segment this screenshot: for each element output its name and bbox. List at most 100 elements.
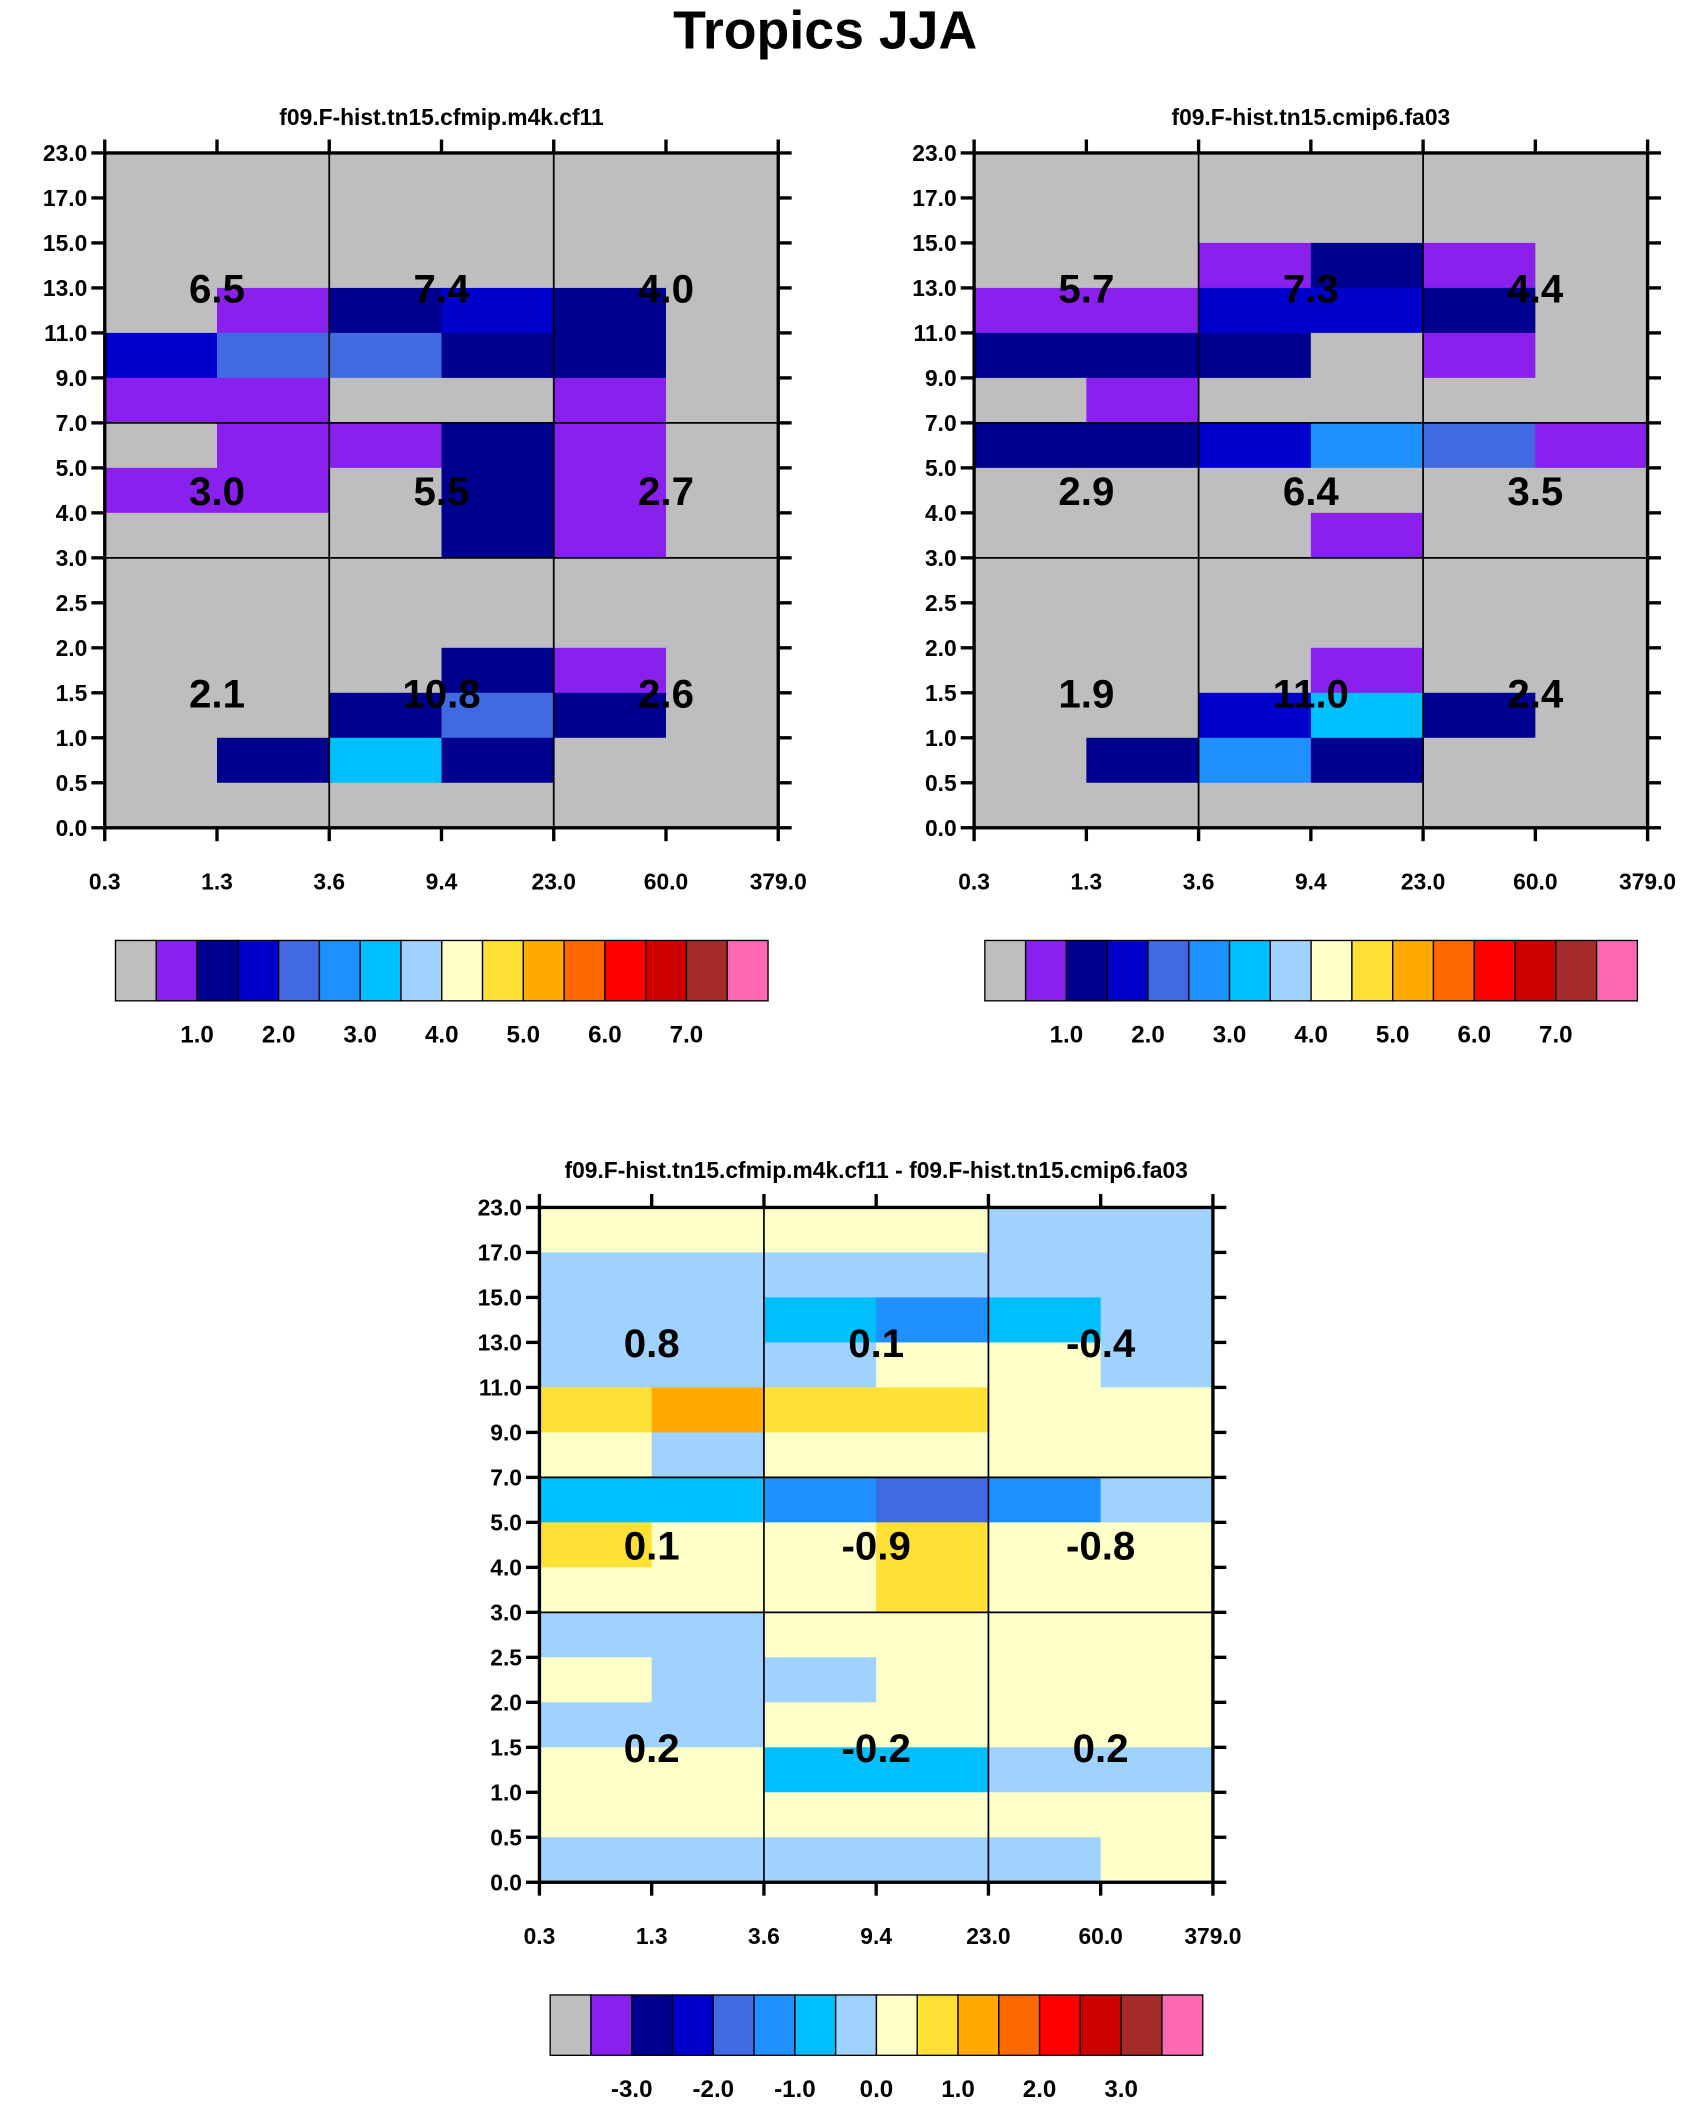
heatmap-cell bbox=[216, 377, 331, 424]
heatmap-cell bbox=[1535, 557, 1649, 604]
heatmap-cell bbox=[974, 602, 1088, 649]
heatmap-cell bbox=[974, 197, 1088, 244]
colorbar-label: 3.0 bbox=[343, 1021, 377, 1048]
heatmap-cell bbox=[876, 1792, 990, 1839]
heatmap-cell bbox=[1423, 737, 1537, 784]
heatmap-cell bbox=[104, 647, 218, 694]
colorbar-box bbox=[685, 939, 728, 1002]
heatmap-cell bbox=[553, 602, 667, 649]
heatmap-cell bbox=[763, 1612, 877, 1659]
heatmap-cell bbox=[1423, 647, 1537, 694]
x-tick-label: 9.4 bbox=[860, 1923, 892, 1949]
heatmap-cell bbox=[216, 692, 331, 739]
heatmap-cell bbox=[329, 152, 443, 199]
colorbar-box bbox=[834, 1994, 878, 2057]
group-value-label: 4.4 bbox=[1507, 267, 1564, 312]
heatmap-cell bbox=[763, 1657, 877, 1704]
heatmap-cell bbox=[1535, 467, 1649, 514]
heatmap-cell bbox=[988, 1567, 1102, 1614]
heatmap-cell bbox=[1423, 197, 1537, 244]
heatmap-cell bbox=[1100, 1432, 1214, 1479]
heatmap-cell bbox=[876, 1612, 990, 1659]
heatmap-cell bbox=[988, 1792, 1102, 1839]
colorbar-label: -2.0 bbox=[693, 2076, 735, 2103]
y-tick-label: 5.0 bbox=[56, 455, 88, 481]
heatmap-cell bbox=[1310, 737, 1424, 784]
group-value-label: 2.6 bbox=[638, 672, 694, 717]
colorbar-label: 5.0 bbox=[507, 1021, 541, 1048]
heatmap-cell bbox=[1100, 1342, 1214, 1389]
heatmap-cell bbox=[1198, 512, 1312, 559]
heatmap-cell bbox=[1535, 332, 1649, 379]
heatmap-cell bbox=[441, 152, 555, 199]
heatmap-cell bbox=[104, 287, 218, 334]
heatmap-cell bbox=[1100, 1792, 1214, 1839]
heatmap-cell bbox=[1100, 1387, 1214, 1434]
colorbar-box bbox=[984, 939, 1027, 1002]
group-value-label: -0.8 bbox=[1066, 1524, 1135, 1569]
heatmap-cell bbox=[876, 1477, 990, 1524]
heatmap-cell bbox=[553, 782, 667, 829]
x-tick-label: 1.3 bbox=[636, 1923, 668, 1949]
y-tick-label: 17.0 bbox=[912, 185, 956, 211]
y-tick-label: 17.0 bbox=[43, 185, 87, 211]
heatmap-cell bbox=[665, 512, 780, 559]
heatmap-cell bbox=[539, 1522, 653, 1569]
heatmap-cell bbox=[1535, 782, 1649, 829]
heatmap-cell bbox=[104, 422, 218, 469]
heatmap-cell bbox=[104, 242, 218, 289]
heatmap-cell bbox=[974, 692, 1088, 739]
heatmap-cell bbox=[974, 467, 1088, 514]
colorbar-label: 7.0 bbox=[1539, 1021, 1573, 1048]
colorbar-box bbox=[114, 939, 157, 1002]
heatmap-cell bbox=[1310, 467, 1424, 514]
colorbar-box bbox=[1147, 939, 1190, 1002]
heatmap-cell bbox=[329, 602, 443, 649]
y-tick-label: 13.0 bbox=[43, 275, 87, 301]
colorbar-label: 1.0 bbox=[180, 1021, 214, 1048]
x-tick-label: 379.0 bbox=[1619, 868, 1676, 894]
colorbar-box bbox=[359, 939, 402, 1002]
colorbar-box bbox=[1432, 939, 1475, 1002]
x-tick-label: 3.6 bbox=[748, 1923, 780, 1949]
heatmap-cell bbox=[539, 1657, 653, 1704]
heatmap-cell bbox=[1310, 782, 1424, 829]
y-tick-label: 0.0 bbox=[490, 1869, 522, 1895]
y-tick-label: 2.0 bbox=[56, 635, 88, 661]
colorbar-label: 4.0 bbox=[1294, 1021, 1328, 1048]
heatmap-cell bbox=[665, 377, 780, 424]
colorbar-label: 2.0 bbox=[1131, 1021, 1165, 1048]
colorbar-label: 7.0 bbox=[670, 1021, 704, 1048]
heatmap-cell bbox=[1100, 1252, 1214, 1299]
colorbar-box bbox=[1269, 939, 1312, 1002]
colorbar-box bbox=[1161, 1994, 1204, 2057]
y-tick-label: 11.0 bbox=[479, 1374, 522, 1400]
x-tick-label: 9.4 bbox=[1295, 868, 1327, 894]
heatmap-cell bbox=[104, 557, 218, 604]
heatmap-cell bbox=[876, 1747, 990, 1794]
heatmap-cell bbox=[441, 422, 555, 469]
group-value-label: 5.5 bbox=[414, 469, 470, 514]
heatmap-cell bbox=[651, 1342, 765, 1389]
heatmap-cell bbox=[1086, 467, 1200, 514]
y-tick-label: 7.0 bbox=[56, 410, 88, 436]
heatmap-cell bbox=[1086, 692, 1200, 739]
y-tick-label: 1.5 bbox=[925, 680, 957, 706]
heatmap-cell bbox=[1310, 377, 1424, 424]
group-value-label: -0.4 bbox=[1066, 1321, 1136, 1366]
heatmap-cell bbox=[1310, 332, 1424, 379]
heatmap-cell bbox=[329, 242, 443, 289]
colorbar-label: 6.0 bbox=[588, 1021, 622, 1048]
x-tick-label: 60.0 bbox=[1513, 868, 1557, 894]
colorbar-box bbox=[549, 1994, 592, 2057]
heatmap-cell bbox=[974, 152, 1088, 199]
heatmap-cell bbox=[988, 1837, 1102, 1884]
heatmap-cell bbox=[216, 647, 331, 694]
y-tick-label: 2.0 bbox=[925, 635, 957, 661]
colorbar-box bbox=[1351, 939, 1394, 1002]
heatmap-cell bbox=[441, 197, 555, 244]
heatmap-cell bbox=[763, 1477, 877, 1524]
group-value-label: -0.2 bbox=[842, 1726, 911, 1771]
group-value-label: 6.4 bbox=[1283, 469, 1340, 514]
